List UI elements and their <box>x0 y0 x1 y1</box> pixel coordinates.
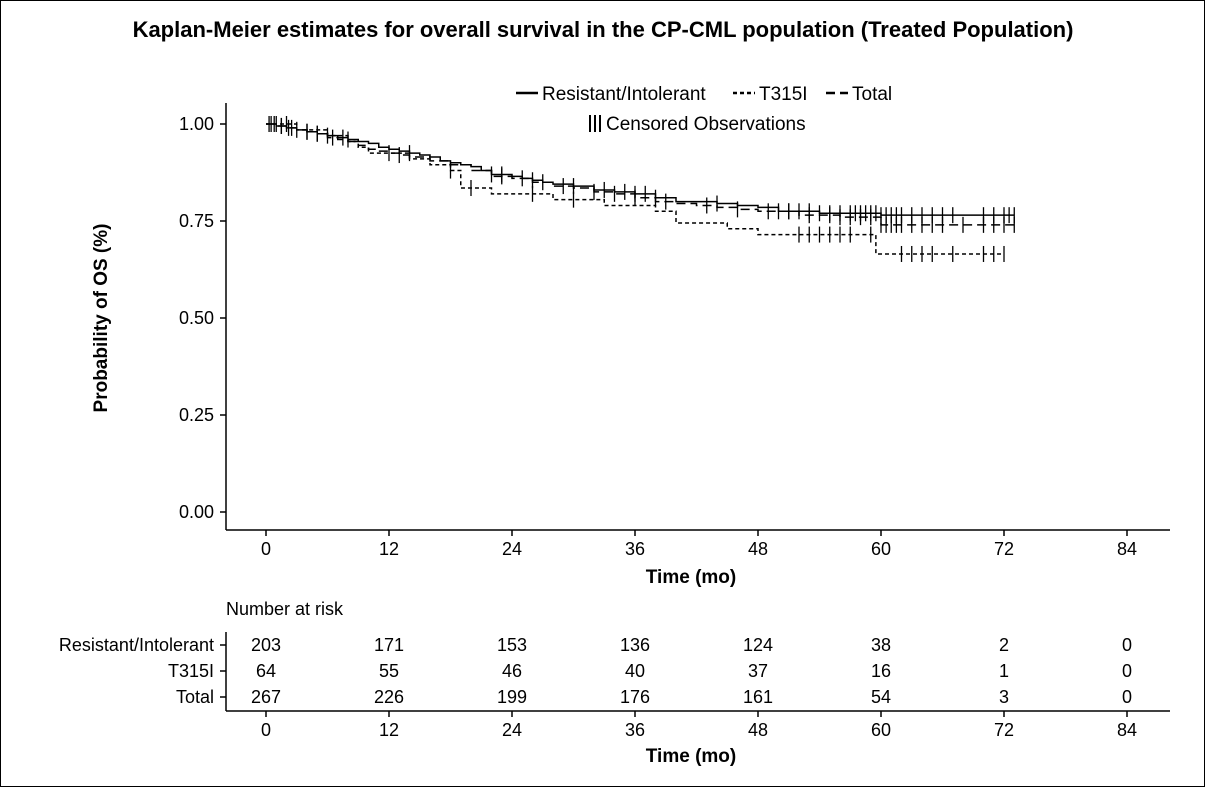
x-tick-label: 72 <box>994 539 1014 559</box>
censor-marks <box>268 116 1015 262</box>
x-tick-label: 0 <box>261 539 271 559</box>
risk-value: 0 <box>1122 661 1132 681</box>
risk-value: 1 <box>999 661 1009 681</box>
risk-value: 153 <box>497 635 527 655</box>
legend: Resistant/Intolerant T315I Total Censored O… <box>516 84 892 135</box>
risk-x-axis-title: Time (mo) <box>646 746 736 767</box>
risk-value: 38 <box>871 635 891 655</box>
survival-curves <box>266 123 1015 255</box>
legend-label: Resistant/Intolerant <box>542 84 706 105</box>
risk-x-tick-label: 0 <box>261 720 271 740</box>
risk-value: 136 <box>620 635 650 655</box>
risk-value: 171 <box>374 635 404 655</box>
legend-label: Total <box>852 84 892 105</box>
risk-value: 64 <box>256 661 276 681</box>
risk-row-label: T315I <box>168 661 214 681</box>
risk-x-tick-label: 60 <box>871 720 891 740</box>
risk-value: 226 <box>374 687 404 707</box>
risk-value: 124 <box>743 635 773 655</box>
risk-x-tick-label: 36 <box>625 720 645 740</box>
legend-censor-label: Censored Observations <box>606 114 806 135</box>
axes: 0.00 0.25 0.50 0.75 1.00 0 12 24 36 48 60 72 84 <box>179 103 1170 559</box>
curve-resistant-intolerant <box>266 123 1015 216</box>
risk-row-label: Resistant/Intolerant <box>59 635 214 655</box>
risk-value: 3 <box>999 687 1009 707</box>
x-tick-label: 12 <box>379 539 399 559</box>
x-tick-label: 48 <box>748 539 768 559</box>
risk-x-tick-label: 72 <box>994 720 1014 740</box>
risk-value: 161 <box>743 687 773 707</box>
risk-axis: 0 12 24 36 48 60 72 84 <box>220 632 1170 740</box>
risk-value: 55 <box>379 661 399 681</box>
risk-value: 16 <box>871 661 891 681</box>
risk-x-tick-label: 84 <box>1117 720 1137 740</box>
x-tick-label: 24 <box>502 539 522 559</box>
risk-x-tick-label: 12 <box>379 720 399 740</box>
plot-area <box>266 116 1015 262</box>
risk-value: 267 <box>251 687 281 707</box>
risk-value: 40 <box>625 661 645 681</box>
risk-value: 54 <box>871 687 891 707</box>
y-tick-label: 1.00 <box>179 114 214 134</box>
risk-value: 46 <box>502 661 522 681</box>
risk-value: 176 <box>620 687 650 707</box>
y-tick-label: 0.50 <box>179 308 214 328</box>
y-tick-label: 0.75 <box>179 211 214 231</box>
risk-x-tick-label: 48 <box>748 720 768 740</box>
x-tick-label: 36 <box>625 539 645 559</box>
y-axis-title: Probability of OS (%) <box>91 224 112 413</box>
risk-x-tick-label: 24 <box>502 720 522 740</box>
risk-table-title: Number at risk <box>226 599 344 619</box>
x-tick-label: 60 <box>871 539 891 559</box>
legend-label: T315I <box>759 84 808 105</box>
y-tick-label: 0.00 <box>179 502 214 522</box>
risk-value: 203 <box>251 635 281 655</box>
risk-rows: Resistant/Intolerant 203 171 153 136 124 38 2 0 T… <box>59 635 1132 707</box>
risk-value: 2 <box>999 635 1009 655</box>
risk-value: 37 <box>748 661 768 681</box>
risk-row-label: Total <box>176 687 214 707</box>
x-tick-label: 84 <box>1117 539 1137 559</box>
chart-title: Kaplan-Meier estimates for overall survi… <box>133 17 1074 42</box>
risk-value: 0 <box>1122 635 1132 655</box>
x-axis-title: Time (mo) <box>646 567 736 588</box>
y-tick-label: 0.25 <box>179 405 214 425</box>
risk-value: 0 <box>1122 687 1132 707</box>
risk-value: 199 <box>497 687 527 707</box>
risk-table: Number at risk Resistant/Intolerant 203 17… <box>59 599 1170 767</box>
